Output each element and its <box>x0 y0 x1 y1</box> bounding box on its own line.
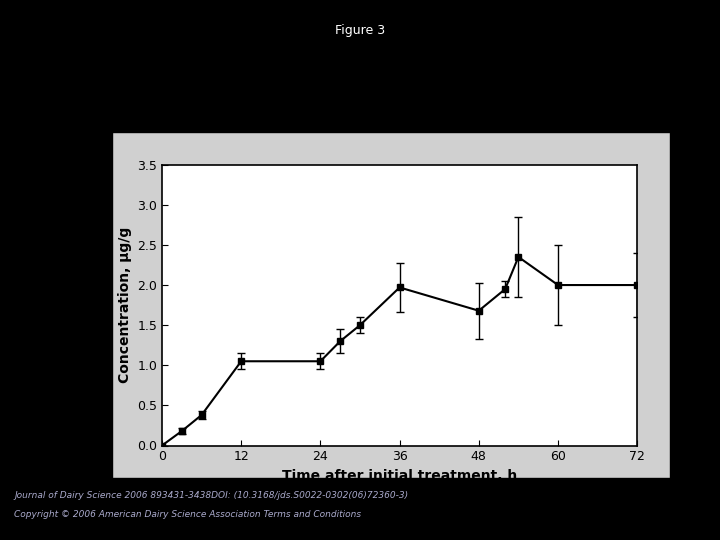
Text: Copyright © 2006 American Dairy Science Association Terms and Conditions: Copyright © 2006 American Dairy Science … <box>14 510 361 519</box>
Text: Figure 3: Figure 3 <box>335 24 385 37</box>
X-axis label: Time after initial treatment, h: Time after initial treatment, h <box>282 469 517 483</box>
Text: Journal of Dairy Science 2006 893431-3438DOI: (10.3168/jds.S0022-0302(06)72360-3: Journal of Dairy Science 2006 893431-343… <box>14 490 408 500</box>
Y-axis label: Concentration, μg/g: Concentration, μg/g <box>117 227 132 383</box>
